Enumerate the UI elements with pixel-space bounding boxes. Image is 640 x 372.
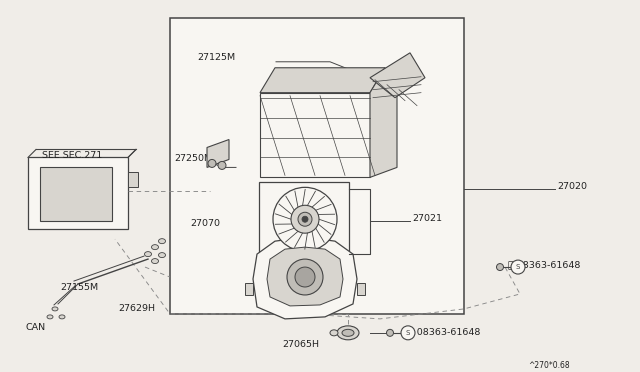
Ellipse shape [152, 245, 159, 250]
Ellipse shape [159, 253, 166, 257]
Circle shape [287, 259, 323, 295]
Circle shape [208, 160, 216, 167]
Text: SEE SEC.271: SEE SEC.271 [42, 151, 102, 160]
Ellipse shape [342, 329, 354, 336]
Text: 27125M: 27125M [197, 53, 235, 62]
Text: Ⓝ 08363-61648: Ⓝ 08363-61648 [408, 327, 481, 336]
Ellipse shape [330, 330, 338, 336]
Circle shape [387, 329, 394, 336]
Text: 27020: 27020 [557, 182, 587, 191]
Bar [40, 167, 112, 221]
Circle shape [298, 212, 312, 226]
Polygon shape [370, 53, 425, 98]
Circle shape [295, 267, 315, 287]
Circle shape [497, 264, 504, 270]
Ellipse shape [52, 307, 58, 311]
Circle shape [401, 326, 415, 340]
Circle shape [302, 216, 308, 222]
Circle shape [218, 161, 226, 169]
Bar [28, 157, 128, 229]
Polygon shape [253, 237, 357, 319]
Circle shape [291, 205, 319, 233]
Ellipse shape [337, 326, 359, 340]
Bar [245, 283, 253, 295]
Polygon shape [267, 247, 343, 306]
Ellipse shape [145, 251, 152, 257]
Bar [357, 283, 365, 295]
Circle shape [273, 187, 337, 251]
Bar [170, 18, 464, 314]
Text: S: S [516, 264, 520, 270]
Text: ^270*0.68: ^270*0.68 [528, 361, 570, 370]
Bar [259, 182, 349, 252]
Polygon shape [260, 93, 370, 177]
Text: 27021: 27021 [412, 214, 442, 223]
Text: 27155M: 27155M [60, 283, 98, 292]
Ellipse shape [59, 315, 65, 319]
Polygon shape [128, 172, 138, 187]
Text: 27250M: 27250M [174, 154, 212, 163]
Text: CAN: CAN [26, 323, 46, 332]
Text: Ⓝ 08363-61648: Ⓝ 08363-61648 [508, 260, 580, 269]
Ellipse shape [47, 315, 53, 319]
Bar [302, 252, 309, 270]
Ellipse shape [159, 239, 166, 244]
Text: 27629H: 27629H [118, 304, 155, 313]
Circle shape [511, 260, 525, 274]
Polygon shape [260, 68, 385, 93]
Ellipse shape [152, 259, 159, 264]
Text: 27070: 27070 [190, 219, 220, 228]
Polygon shape [207, 140, 229, 167]
Text: 27065H: 27065H [282, 340, 319, 349]
Polygon shape [370, 68, 397, 177]
Text: S: S [406, 330, 410, 336]
